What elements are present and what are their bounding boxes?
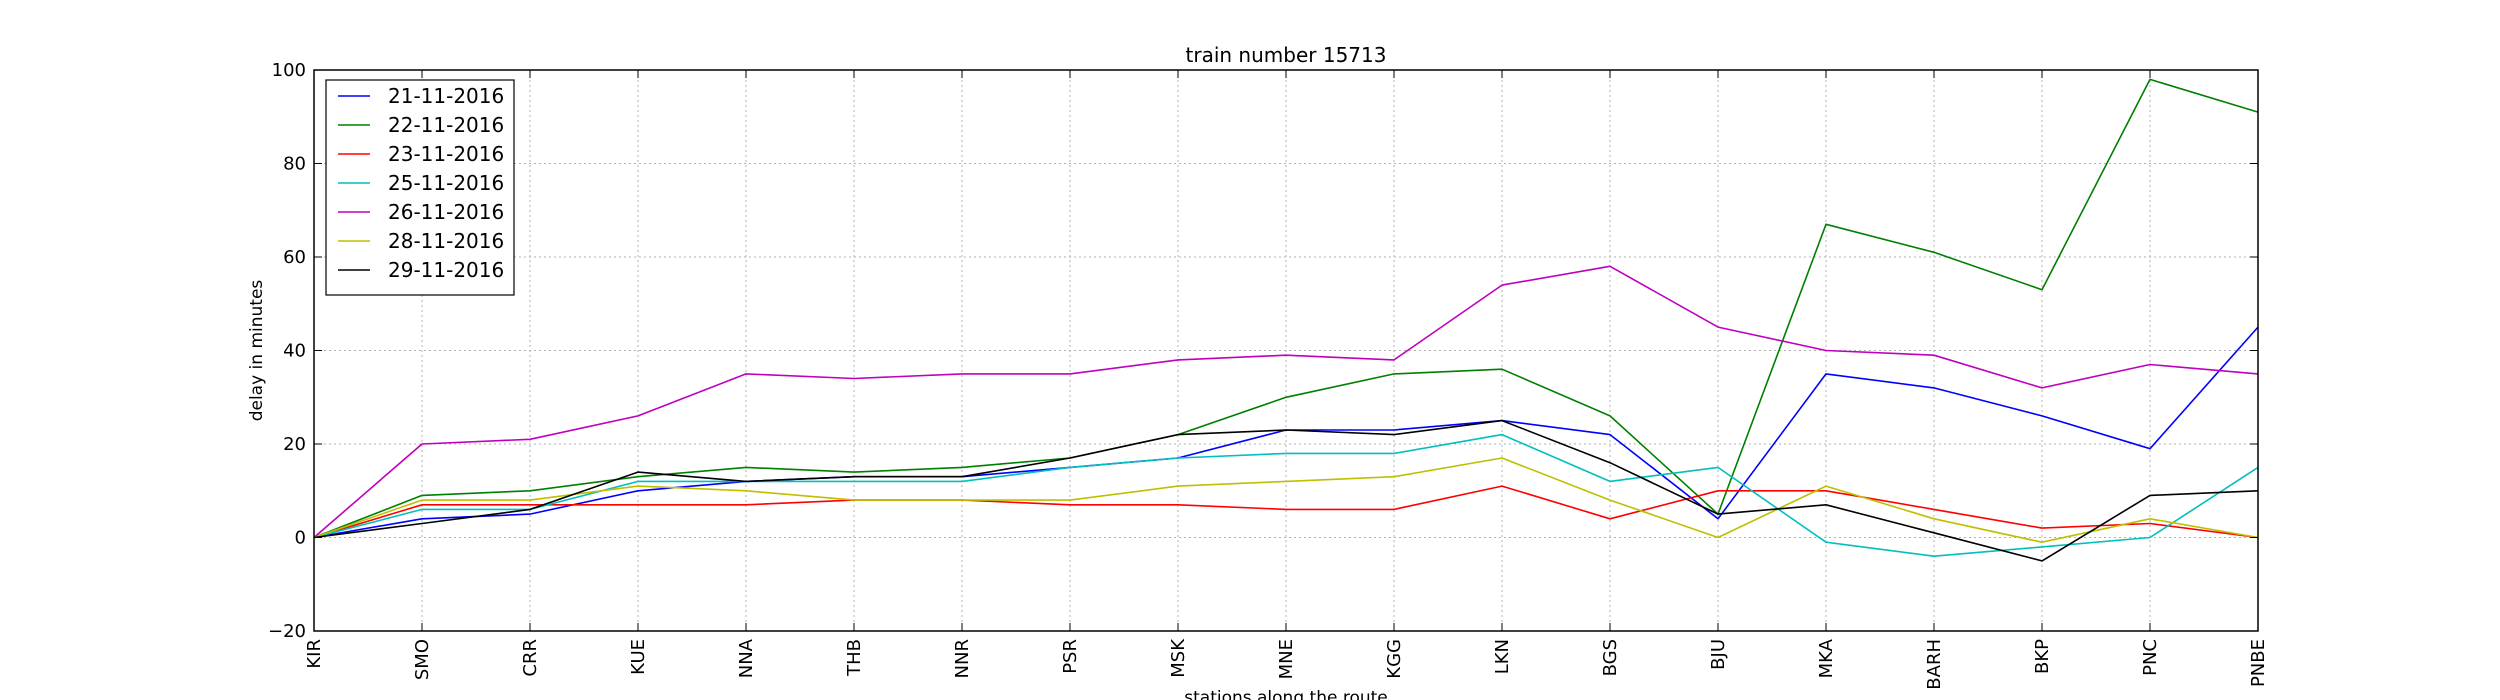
x-tick-label: MNE (1276, 639, 1297, 679)
y-tick-label: 0 (295, 528, 306, 549)
x-tick-label: MKA (1816, 638, 1837, 678)
y-tick-label: 20 (283, 434, 306, 455)
series-line-22-11-2016 (313, 78, 2259, 539)
x-tick-label: THB (844, 639, 865, 677)
legend-label: 22-11-2016 (388, 113, 504, 137)
x-tick-label: KGG (1384, 639, 1405, 679)
legend-label: 25-11-2016 (388, 171, 504, 195)
legend-label: 21-11-2016 (388, 84, 504, 108)
x-tick-label: SMO (412, 639, 433, 680)
legend-label: 28-11-2016 (388, 229, 504, 253)
y-tick-label: 40 (283, 341, 306, 362)
y-tick-label: 100 (272, 60, 306, 81)
legend: 21-11-2016 22-11-2016 23-11-2016 25-11-2016… (325, 79, 515, 296)
legend-label: 23-11-2016 (388, 142, 504, 166)
x-tick-label: NNR (952, 639, 973, 678)
x-tick-label: PSR (1060, 639, 1081, 674)
x-tick-label: BKP (2032, 639, 2053, 674)
chart-title: train number 15713 (1186, 43, 1387, 67)
x-tick-label: MSK (1168, 638, 1189, 678)
x-axis-ticks: KIR SMO CRR KUE NNA THB NNR PSR MSK MNE KGG LKN BGS B… (304, 70, 2269, 690)
x-tick-label: KIR (304, 639, 325, 669)
y-tick-label: −20 (268, 621, 306, 642)
x-tick-label: PNBE (2248, 639, 2269, 687)
x-tick-label: BGS (1600, 639, 1621, 676)
y-axis-label: delay in minutes (247, 280, 267, 422)
series-line-23-11-2016 (313, 485, 2259, 539)
y-tick-label: 80 (283, 154, 306, 175)
series-line-26-11-2016 (313, 265, 2259, 539)
x-tick-label: NNA (736, 638, 757, 678)
x-tick-label: KUE (628, 639, 649, 675)
x-axis-label: stations along the route (1184, 688, 1388, 700)
x-tick-label: CRR (520, 639, 541, 677)
y-axis-ticks: −20 0 20 40 60 80 100 (268, 60, 2258, 642)
x-tick-label: LKN (1492, 639, 1513, 674)
x-tick-label: BARH (1924, 639, 1945, 690)
y-tick-label: 60 (283, 247, 306, 268)
series-line-28-11-2016 (313, 457, 2259, 544)
x-tick-label: PNC (2140, 639, 2161, 676)
legend-label: 29-11-2016 (388, 258, 504, 282)
legend-box (325, 79, 515, 296)
series-line-29-11-2016 (313, 419, 2259, 562)
series-line-25-11-2016 (313, 433, 2259, 558)
series-lines (313, 78, 2259, 562)
legend-label: 26-11-2016 (388, 200, 504, 224)
x-tick-label: BJU (1708, 639, 1729, 670)
